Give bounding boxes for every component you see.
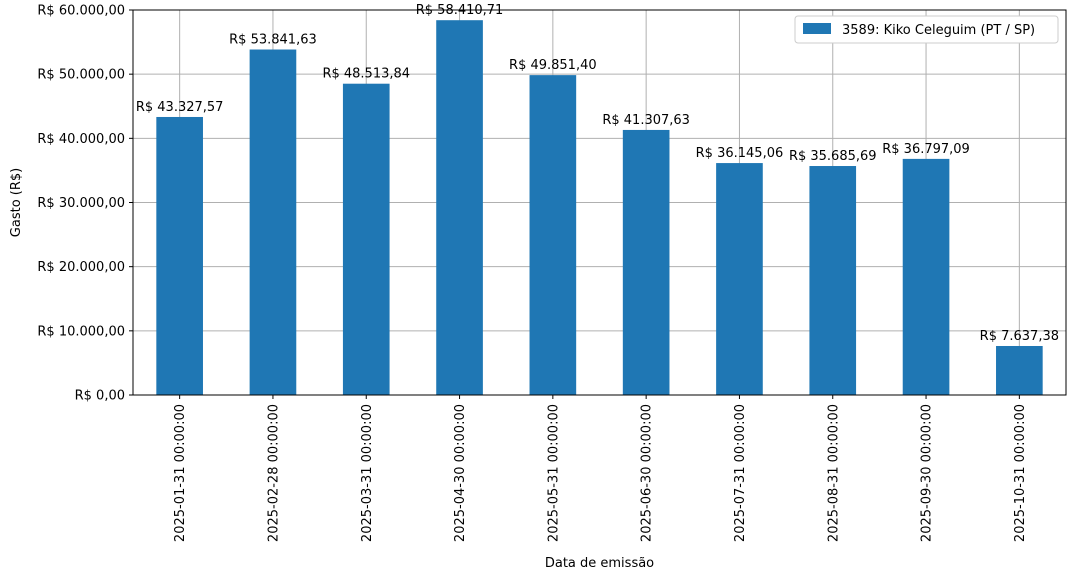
y-tick-label: R$ 60.000,00 — [37, 4, 125, 19]
bar — [716, 163, 763, 395]
y-axis-label: Gasto (R$) — [9, 168, 24, 237]
legend-box — [794, 15, 1059, 44]
bar-value-label: R$ 49.851,40 — [509, 58, 597, 73]
bar — [809, 166, 857, 395]
x-tick-label: 2025-09-30 00:00:00 — [920, 404, 935, 542]
bar — [902, 158, 950, 395]
bar-value-label: R$ 53.841,63 — [229, 33, 317, 48]
bar — [436, 20, 483, 396]
bar — [529, 75, 577, 396]
y-tick-label: R$ 0,00 — [75, 389, 125, 404]
bar — [156, 116, 203, 396]
y-tick-label: R$ 30.000,00 — [37, 196, 125, 211]
bar-value-label: R$ 35.685,69 — [789, 149, 877, 164]
bar-value-label: R$ 58.410,71 — [416, 3, 504, 18]
y-tick-label: R$ 50.000,00 — [37, 68, 125, 83]
legend-entry-label: 3589: Kiko Celeguim (PT / SP) — [842, 23, 1035, 38]
y-tick-label: R$ 10.000,00 — [37, 324, 125, 339]
x-tick-label: 2025-08-31 00:00:00 — [826, 404, 841, 542]
bar-value-label: R$ 43.327,57 — [136, 100, 224, 115]
x-tick-label: 2025-02-28 00:00:00 — [266, 404, 281, 542]
bar — [249, 49, 297, 396]
x-tick-label: 2025-06-30 00:00:00 — [640, 404, 655, 542]
bar — [996, 345, 1043, 395]
bar — [622, 129, 670, 396]
y-tick-label: R$ 20.000,00 — [37, 260, 125, 275]
legend-swatch — [803, 23, 831, 34]
bar-value-label: R$ 36.145,06 — [696, 146, 784, 161]
x-tick-label: 2025-01-31 00:00:00 — [173, 404, 188, 542]
y-tick-label: R$ 40.000,00 — [37, 132, 125, 147]
legend: 3589: Kiko Celeguim (PT / SP) — [794, 15, 1059, 44]
bar-value-label: R$ 7.637,38 — [980, 329, 1059, 344]
bar-value-label: R$ 36.797,09 — [882, 142, 970, 157]
bar — [342, 83, 390, 396]
ticks-layer: R$ 0,00 R$ 10.000,00 R$ 20.000,00 R$ 30.000… — [37, 4, 1027, 543]
x-tick-label: 2025-07-31 00:00:00 — [733, 404, 748, 542]
bar-value-label: R$ 48.513,84 — [322, 67, 410, 82]
x-tick-label: 2025-10-31 00:00:00 — [1013, 404, 1028, 542]
bar-value-label: R$ 41.307,63 — [602, 113, 690, 128]
bars-layer — [156, 20, 1043, 396]
x-tick-label: 2025-05-31 00:00:00 — [546, 404, 561, 542]
data-labels-layer: R$ 43.327,57 R$ 53.841,63 R$ 48.513,84 R$ 5… — [136, 3, 1059, 344]
x-tick-label: 2025-03-31 00:00:00 — [360, 404, 375, 542]
x-axis-label: Data de emissão — [545, 556, 654, 571]
x-tick-label: 2025-04-30 00:00:00 — [453, 404, 468, 542]
